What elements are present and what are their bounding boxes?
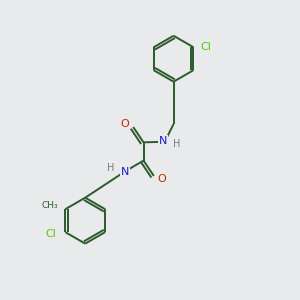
Text: N: N [159, 136, 167, 146]
Text: Cl: Cl [200, 42, 211, 52]
Text: Cl: Cl [45, 229, 56, 238]
Text: N: N [121, 167, 130, 177]
Text: H: H [173, 139, 180, 149]
Text: O: O [158, 174, 167, 184]
Text: H: H [107, 163, 115, 173]
Text: CH₃: CH₃ [42, 201, 58, 210]
Text: O: O [121, 119, 129, 129]
